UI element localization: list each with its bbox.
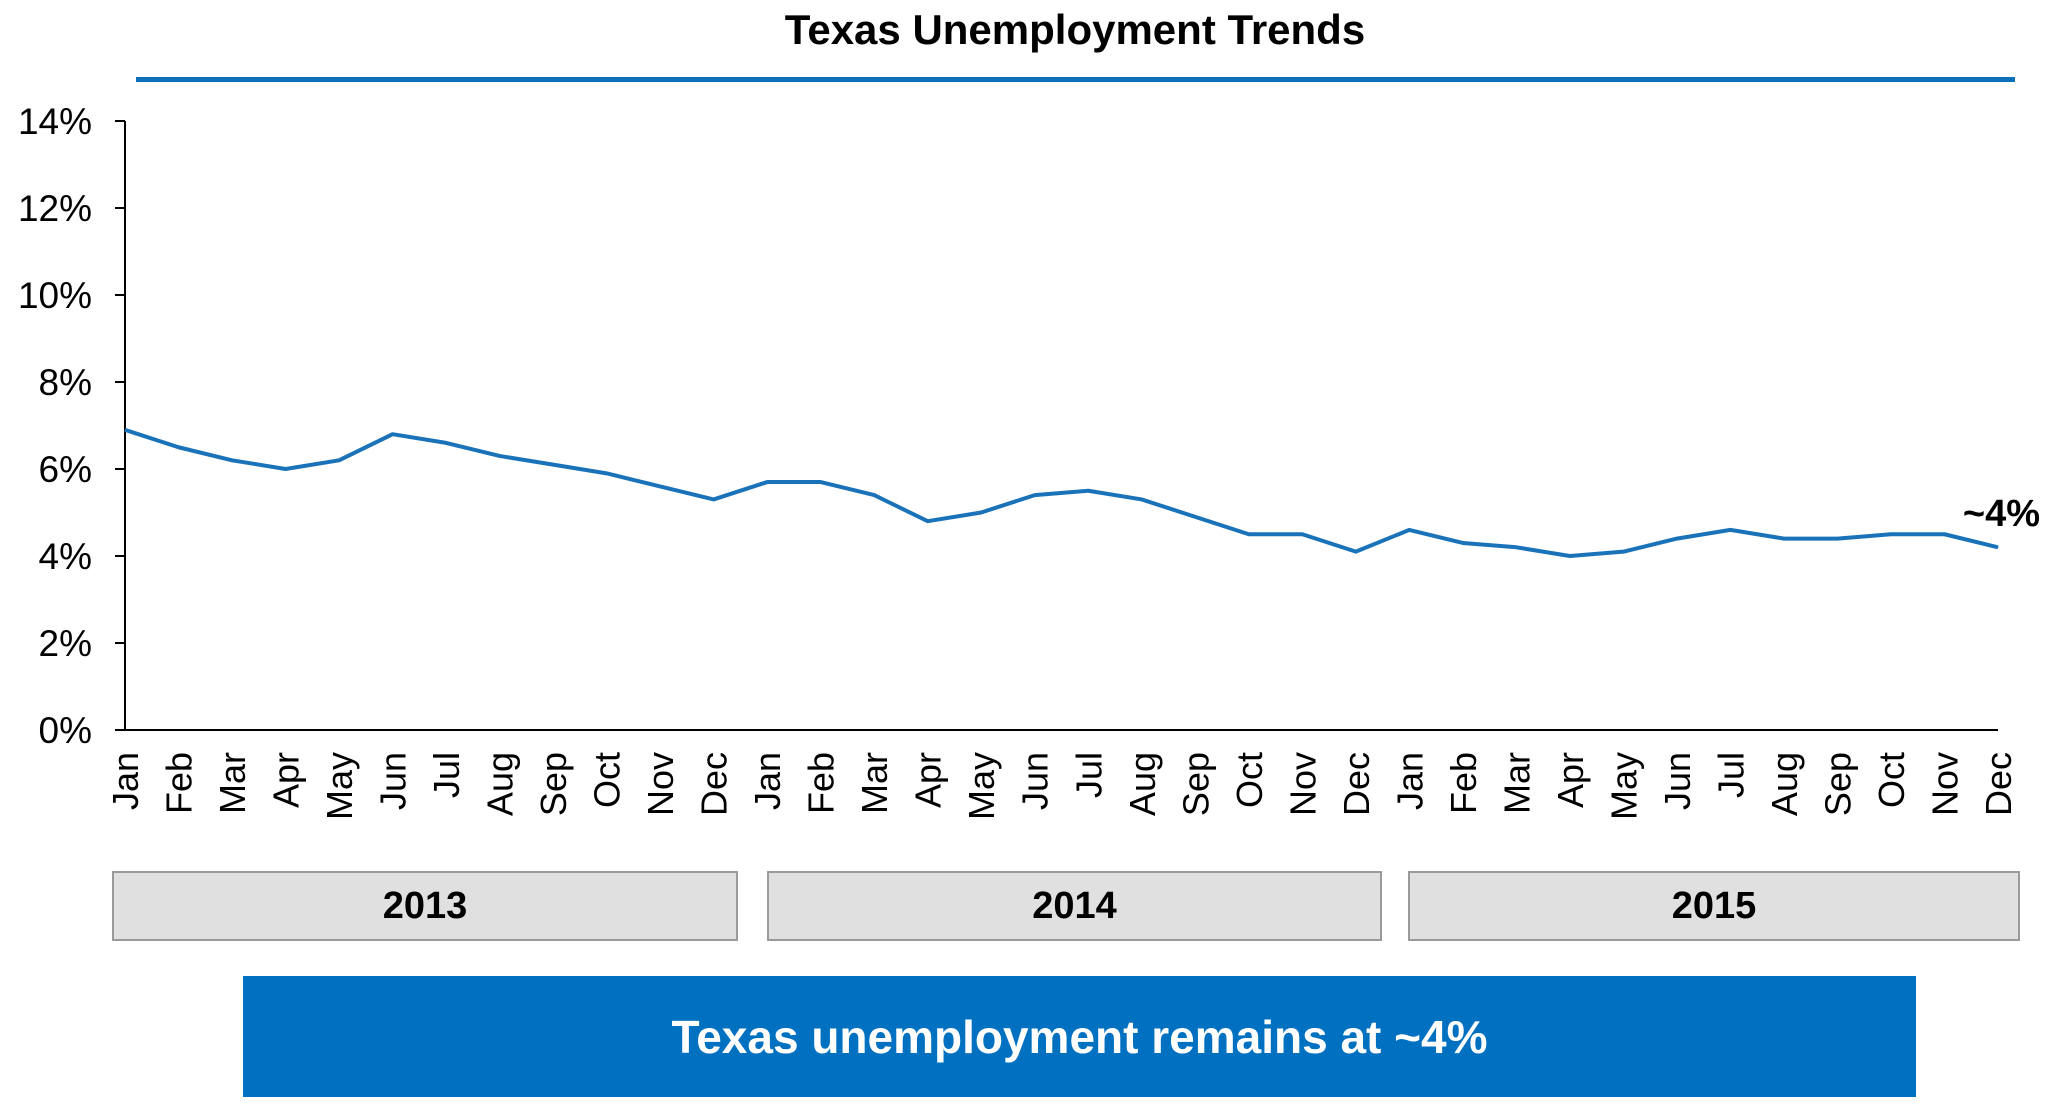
- data-point: [659, 485, 661, 487]
- data-point: [1569, 555, 1571, 557]
- x-tick-label: Sep: [533, 752, 574, 816]
- data-point: [1622, 551, 1624, 553]
- data-point: [1997, 546, 1999, 548]
- x-tick-label: Jun: [373, 752, 414, 810]
- data-point: [552, 464, 554, 466]
- x-tick-label: Jan: [1389, 752, 1430, 810]
- x-tick-label: Nov: [640, 752, 681, 816]
- y-tick-label: 10%: [18, 275, 92, 316]
- y-tick-label: 14%: [18, 101, 92, 142]
- x-tick-label: Aug: [1122, 752, 1163, 816]
- data-point: [1676, 538, 1678, 540]
- x-tick-label: Apr: [1550, 752, 1591, 808]
- data-point: [1141, 498, 1143, 500]
- data-point: [1034, 494, 1036, 496]
- title-underline: [136, 77, 2015, 82]
- data-point: [1836, 538, 1838, 540]
- x-tick-label: Jun: [1015, 752, 1056, 810]
- data-point: [820, 481, 822, 483]
- year-label-2014: 2014: [767, 871, 1382, 941]
- data-point: [1194, 516, 1196, 518]
- x-tick-label: Jul: [426, 752, 467, 798]
- y-tick-label: 8%: [39, 362, 92, 403]
- x-tick-label: Nov: [1282, 752, 1323, 816]
- x-tick-label: Apr: [908, 752, 949, 808]
- x-tick-label: Nov: [1924, 752, 1965, 816]
- data-point: [1783, 538, 1785, 540]
- x-tick-label: Sep: [1817, 752, 1858, 816]
- x-tick-label: Feb: [1443, 752, 1484, 814]
- y-tick-label: 12%: [18, 188, 92, 229]
- x-tick-label: Oct: [1871, 752, 1912, 808]
- x-tick-label: Sep: [1175, 752, 1216, 816]
- x-tick-label: Oct: [1229, 752, 1270, 808]
- y-tick-label: 2%: [39, 623, 92, 664]
- data-point: [873, 494, 875, 496]
- data-point: [1355, 551, 1357, 553]
- data-point: [1462, 542, 1464, 544]
- x-tick-label: May: [319, 752, 360, 820]
- data-point: [1890, 533, 1892, 535]
- data-point: [285, 468, 287, 470]
- data-point: [445, 442, 447, 444]
- x-tick-label: Jun: [1657, 752, 1698, 810]
- data-point: [1515, 546, 1517, 548]
- x-tick-label: May: [1603, 752, 1644, 820]
- unemployment-line: [124, 427, 1999, 558]
- year-label-2015: 2015: [1408, 871, 2020, 941]
- x-tick-label: May: [961, 752, 1002, 820]
- data-point: [499, 455, 501, 457]
- data-point: [231, 459, 233, 461]
- x-tick-label: Mar: [1496, 752, 1537, 814]
- y-tick-label: 6%: [39, 449, 92, 490]
- data-point: [980, 512, 982, 513]
- x-tick-label: Jul: [1068, 752, 1109, 798]
- x-tick-label: Apr: [266, 752, 307, 808]
- end-annotation: ~4%: [1963, 493, 2040, 535]
- data-point: [606, 472, 608, 474]
- data-point: [124, 429, 126, 431]
- x-tick-label: Jan: [747, 752, 788, 810]
- x-tick-label: Aug: [1764, 752, 1805, 816]
- x-tick-label: Jul: [1710, 752, 1751, 798]
- x-tick-label: Oct: [587, 752, 628, 808]
- x-tick-label: Dec: [1336, 752, 1377, 816]
- data-point: [1943, 533, 1945, 535]
- x-tick-label: Dec: [694, 752, 735, 816]
- y-tick-label: 0%: [39, 710, 92, 751]
- x-tick-label: Feb: [159, 752, 200, 814]
- line-chart: 0% 2% 4% 6% 8% 10% 12% 14% Jan Feb Mar Apr May Jun Jul…: [18, 101, 2040, 820]
- data-point: [713, 498, 715, 500]
- x-tick-label: Aug: [480, 752, 521, 816]
- x-tick-label: Feb: [801, 752, 842, 814]
- data-point: [1248, 533, 1250, 535]
- x-tick-label: Mar: [212, 752, 253, 814]
- data-point: [1301, 533, 1303, 535]
- y-tick-label: 4%: [39, 536, 92, 577]
- chart-title: Texas Unemployment Trends: [784, 6, 1366, 53]
- x-tick-label: Mar: [854, 752, 895, 814]
- data-point: [338, 459, 340, 461]
- data-point: [766, 481, 768, 483]
- data-point: [178, 446, 180, 448]
- data-point: [392, 433, 394, 435]
- x-tick-label: Jan: [105, 752, 146, 810]
- year-label-2013: 2013: [112, 871, 738, 941]
- summary-banner: Texas unemployment remains at ~4%: [243, 976, 1916, 1097]
- data-point: [1408, 529, 1410, 531]
- x-tick-label: Dec: [1978, 752, 2019, 816]
- data-point: [1087, 490, 1089, 492]
- data-point: [927, 520, 929, 522]
- data-point: [1729, 529, 1731, 531]
